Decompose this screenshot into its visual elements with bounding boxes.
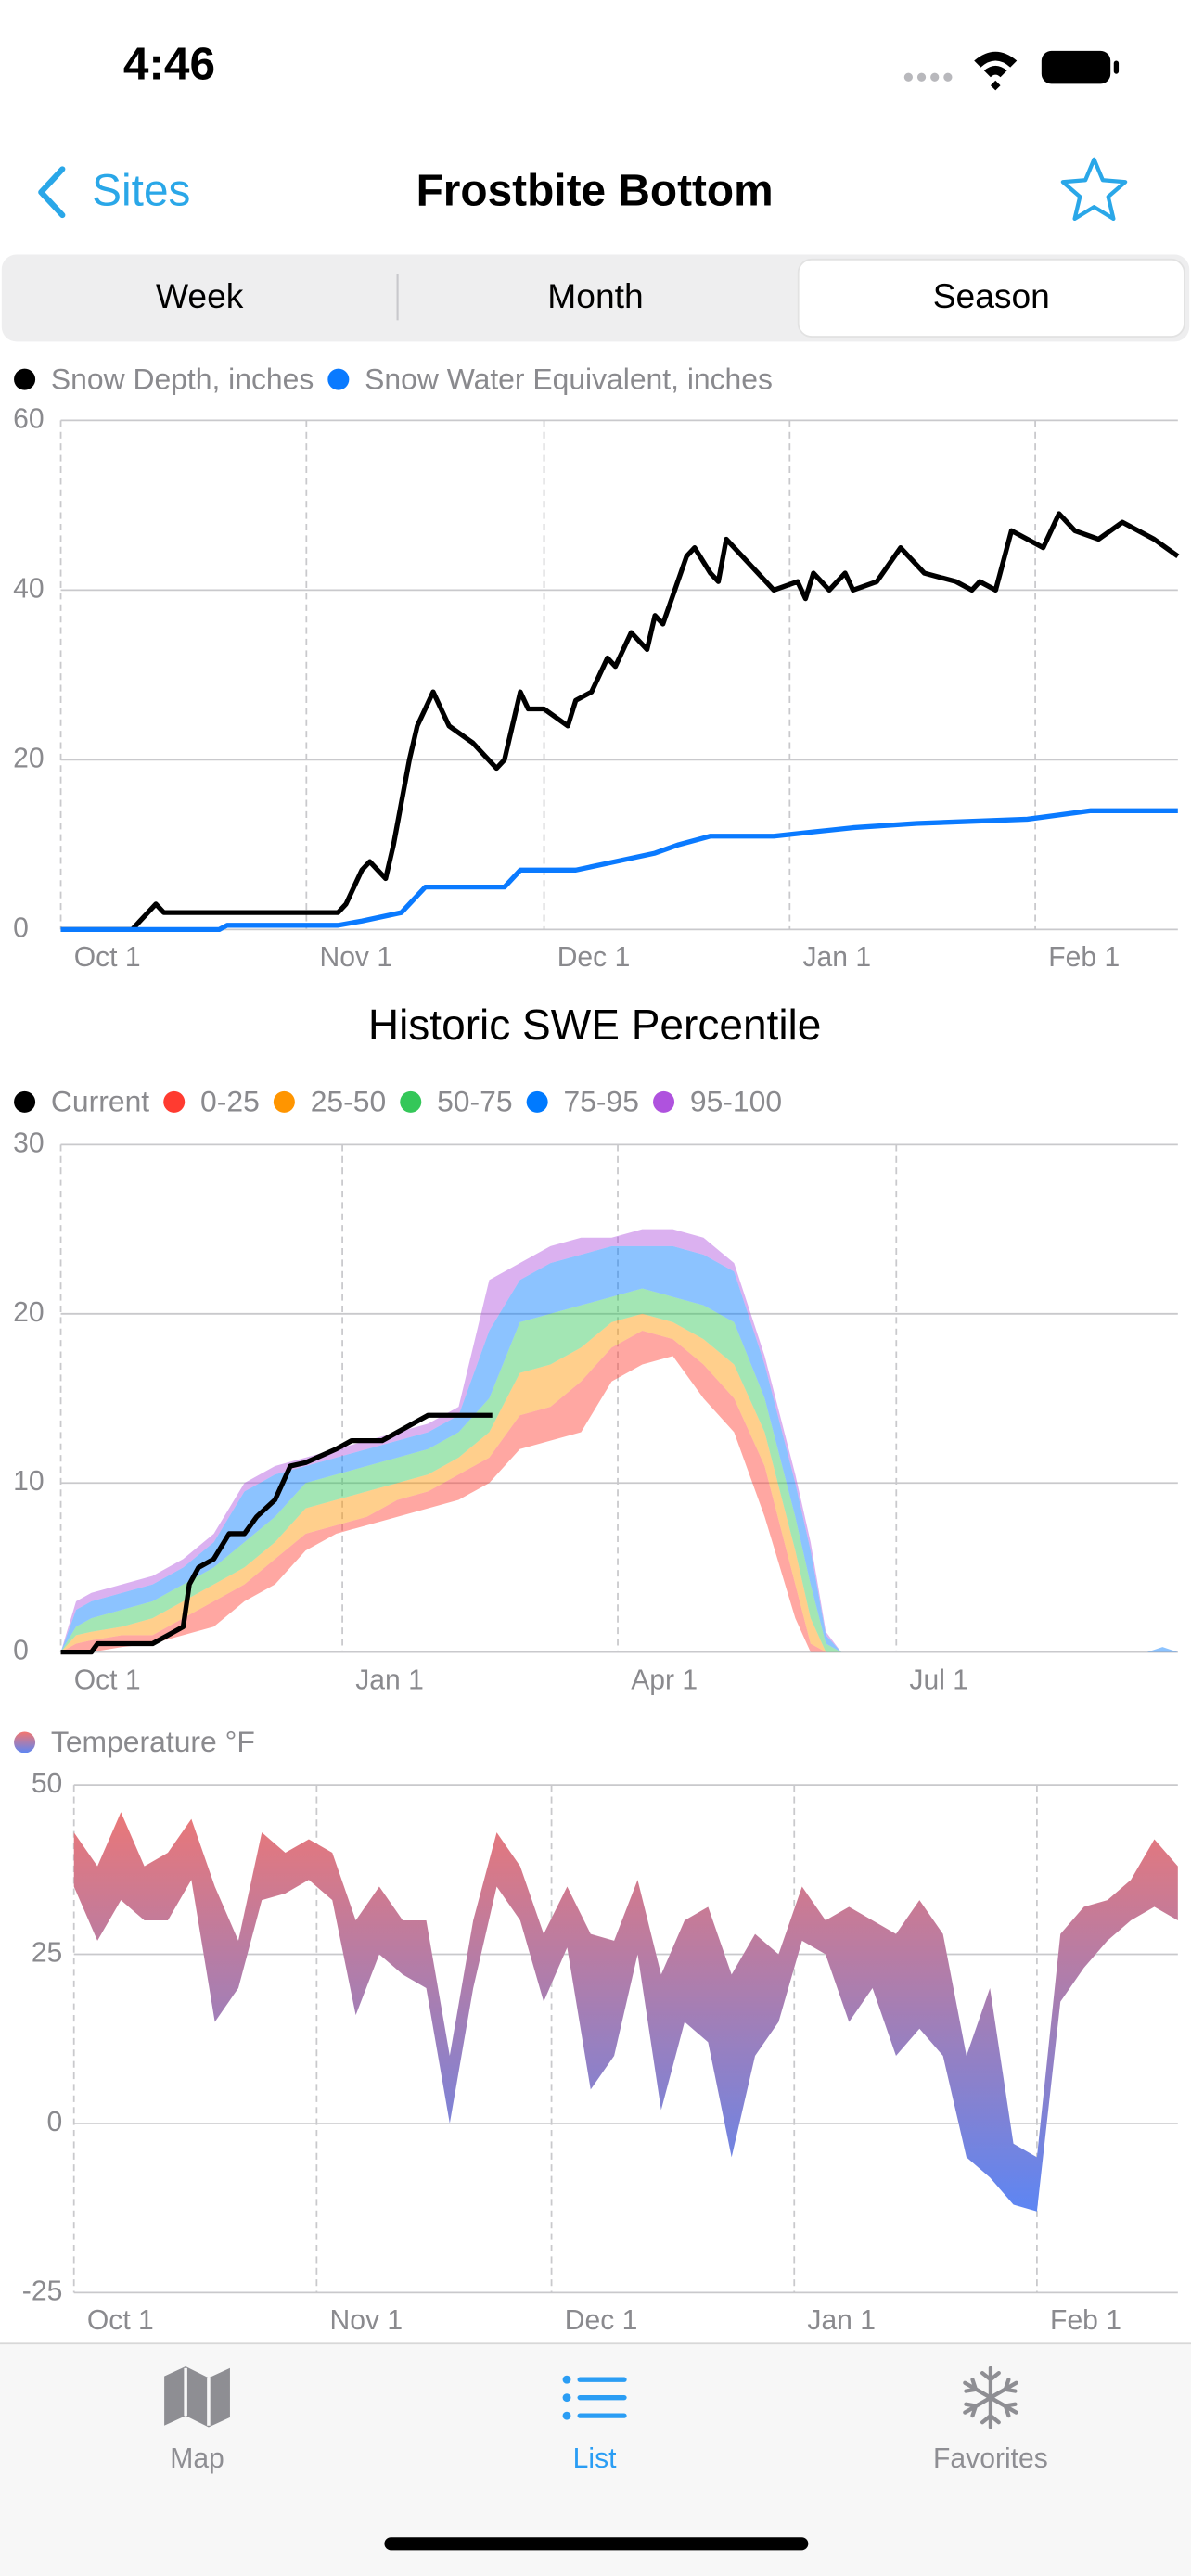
home-indicator: [384, 2537, 809, 2551]
percentile-band: [60, 1331, 1178, 1652]
current-line: [60, 1412, 493, 1655]
charts: 0 20 40 60 Oct 1 Nov 1 Dec 1 Jan 1 Feb 1 Snow Dep…: [13, 362, 1180, 2336]
legend-label: 95-100: [690, 1085, 782, 1118]
y-tick-label: -25: [22, 2276, 63, 2306]
legend-dot: [14, 368, 36, 390]
back-chevron[interactable]: [38, 166, 66, 219]
y-tick-label: 30: [13, 1128, 44, 1158]
tab-bar: Map List Favorites: [0, 2342, 1191, 2576]
marks: [60, 511, 1180, 933]
line-series: [60, 808, 1178, 933]
legend-label: 0-25: [200, 1085, 260, 1118]
chart-title: Historic SWE Percentile: [368, 1001, 822, 1049]
segment-label[interactable]: Season: [933, 276, 1050, 315]
x-tick-label: Dec 1: [557, 942, 631, 973]
legend-dot: [653, 1090, 675, 1113]
y-tick-label: 50: [32, 1768, 62, 1799]
legend-dot: [273, 1090, 295, 1113]
legend-label: 50-75: [437, 1085, 512, 1118]
x-tick-label: Feb 1: [1050, 2305, 1121, 2336]
marks: [60, 1229, 1178, 1655]
grid: [59, 1143, 1178, 1653]
y-tick-label: 0: [13, 1636, 29, 1666]
x-tick-label: Nov 1: [330, 2305, 403, 2336]
chart: 0 20 40 60 Oct 1 Nov 1 Dec 1 Jan 1 Feb 1 Snow Dep…: [13, 362, 1180, 973]
x-tick-label: Oct 1: [74, 942, 141, 973]
x-tick-label: Jan 1: [355, 1664, 424, 1695]
x-tick-label: Feb 1: [1048, 942, 1120, 973]
map-icon[interactable]: [164, 2366, 230, 2428]
x-tick-label: Oct 1: [74, 1664, 141, 1695]
legend-label: Temperature °F: [51, 1725, 255, 1758]
percentile-band: [60, 1313, 1178, 1652]
legend-dot: [400, 1090, 422, 1113]
y-tick-label: 0: [47, 2107, 63, 2137]
back-button[interactable]: Sites: [92, 167, 190, 216]
nav-title: Frostbite Bottom: [416, 167, 774, 216]
legend-label: Current: [51, 1085, 149, 1118]
x-tick-label: Jan 1: [802, 942, 871, 973]
legend-dot: [526, 1090, 548, 1113]
x-tick-label: Jan 1: [807, 2305, 876, 2336]
favorite-star[interactable]: [1060, 157, 1128, 222]
marks: [73, 1812, 1178, 2212]
y-tick-label: 60: [13, 403, 44, 434]
x-tick-label: Oct 1: [87, 2305, 154, 2336]
tab-label[interactable]: Map: [170, 2443, 224, 2474]
legend-label: Snow Water Equivalent, inches: [365, 362, 773, 395]
temperature-band: [73, 1812, 1178, 2212]
grid: [59, 419, 1178, 931]
x-tick-label: Apr 1: [631, 1664, 698, 1695]
tab-label[interactable]: List: [573, 2443, 617, 2474]
y-tick-label: 10: [13, 1466, 44, 1497]
legend-label: 75-95: [563, 1085, 638, 1118]
x-tick-label: Dec 1: [565, 2305, 638, 2336]
y-tick-label: 0: [13, 912, 29, 943]
y-tick-label: 25: [32, 1937, 62, 1968]
x-tick-label: Nov 1: [319, 942, 392, 973]
legend-dot: [14, 1731, 36, 1753]
snowflake-icon[interactable]: [963, 2366, 1018, 2429]
legend-label: 25-50: [311, 1085, 386, 1118]
legend-dot: [14, 1090, 36, 1113]
segment-selected: [797, 258, 1185, 338]
chart: 0 10 20 30 Oct 1 Jan 1 Apr 1 Jul 1 Historic SWE …: [13, 1001, 1178, 1695]
line-series: [60, 511, 1180, 933]
segment-label[interactable]: Week: [156, 276, 244, 315]
y-tick-label: 20: [13, 1297, 44, 1328]
segment-label[interactable]: Month: [547, 276, 643, 315]
tab-label[interactable]: Favorites: [933, 2443, 1048, 2474]
chart: -25 0 25 50 Oct 1 Nov 1 Dec 1 Jan 1 Feb 1 Tempera…: [14, 1725, 1178, 2336]
legend-label: Snow Depth, inches: [51, 362, 314, 395]
status-icons: [903, 50, 1120, 91]
x-tick-label: Jul 1: [909, 1664, 968, 1695]
legend-dot: [327, 368, 350, 390]
segmented-control: Week Month Season: [1, 254, 1190, 342]
list-icon[interactable]: [562, 2375, 627, 2420]
status-time: 4:46: [123, 38, 215, 90]
legend-dot: [163, 1090, 186, 1113]
y-tick-label: 20: [13, 743, 44, 773]
grid: [72, 1784, 1178, 2294]
y-tick-label: 40: [13, 573, 44, 604]
